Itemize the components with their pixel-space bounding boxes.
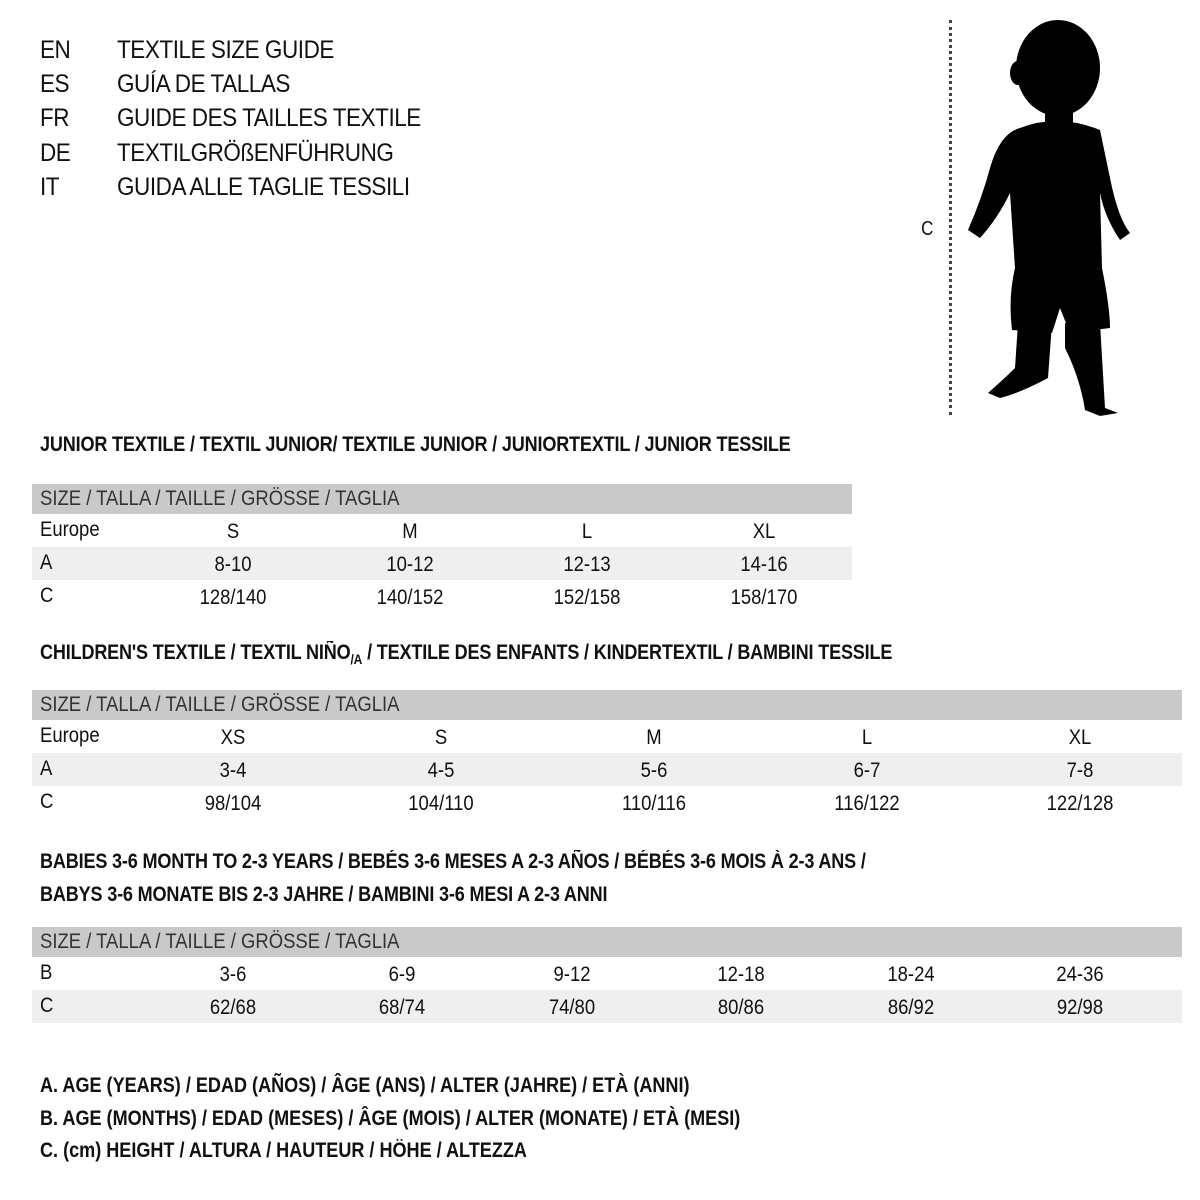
row-label: C xyxy=(40,994,54,1017)
table-cell: 152/158 xyxy=(553,586,621,609)
header-text: SIZE / TALLA / TAILLE / GRÖSSE / TAGLIA xyxy=(40,487,400,510)
lang-code: FR xyxy=(40,104,70,132)
table-cell: 12-13 xyxy=(563,553,611,576)
table-header: SIZE / TALLA / TAILLE / GRÖSSE / TAGLIA xyxy=(32,927,1182,957)
height-label: C xyxy=(921,218,934,240)
table-cell: 80/86 xyxy=(717,996,765,1019)
table-header: SIZE / TALLA / TAILLE / GRÖSSE / TAGLIA xyxy=(32,690,1182,720)
table-cell: M xyxy=(402,520,418,543)
table-cell: 8-10 xyxy=(214,553,252,576)
table-title: BABIES 3-6 MONTH TO 2-3 YEARS / BEBÉS 3-… xyxy=(40,850,866,873)
row-label: A xyxy=(40,551,53,574)
title-text: / TEXTILE DES ENFANTS / KINDERTEXTIL / B… xyxy=(362,641,893,664)
table-cell: 3-4 xyxy=(219,759,247,782)
lang-code: EN xyxy=(40,36,71,64)
table-cell: 6-9 xyxy=(388,963,416,986)
table-cell: XL xyxy=(1068,726,1092,749)
title-subscript: /A xyxy=(350,651,363,667)
title-text: CHILDREN'S TEXTILE / TEXTIL NIÑO xyxy=(40,641,351,664)
table-cell: 158/170 xyxy=(730,586,798,609)
table-header: SIZE / TALLA / TAILLE / GRÖSSE / TAGLIA xyxy=(32,484,852,514)
row-label: C xyxy=(40,790,54,813)
row-label: C xyxy=(40,584,54,607)
table-cell: 10-12 xyxy=(386,553,434,576)
table-cell: 5-6 xyxy=(640,759,668,782)
table-cell: M xyxy=(646,726,662,749)
lang-code: DE xyxy=(40,139,71,167)
table-cell: 74/80 xyxy=(548,996,596,1019)
table-cell: 9-12 xyxy=(553,963,591,986)
table-cell: L xyxy=(581,520,593,543)
table-row: C 128/140 140/152 152/158 158/170 xyxy=(32,580,852,613)
table-cell: 116/122 xyxy=(834,792,900,815)
table-cell: 12-18 xyxy=(717,963,765,986)
table-cell: 3-6 xyxy=(219,963,247,986)
table-cell: 86/92 xyxy=(887,996,935,1019)
table-cell: 98/104 xyxy=(204,792,262,815)
row-label: A xyxy=(40,757,53,780)
table-title: JUNIOR TEXTILE / TEXTIL JUNIOR/ TEXTILE … xyxy=(40,433,791,456)
lang-title: GUÍA DE TALLAS xyxy=(117,70,290,98)
table-cell: 110/116 xyxy=(621,792,687,815)
table-cell: 140/152 xyxy=(376,586,444,609)
size-table: SIZE / TALLA / TAILLE / GRÖSSE / TAGLIA E… xyxy=(32,690,1182,819)
table-cell: XS xyxy=(220,726,246,749)
lang-title: GUIDA ALLE TAGLIE TESSILI xyxy=(117,173,410,201)
table-title: BABYS 3-6 MONATE BIS 2-3 JAHRE / BAMBINI… xyxy=(40,883,608,906)
size-table: SIZE / TALLA / TAILLE / GRÖSSE / TAGLIA E… xyxy=(32,484,852,613)
lang-code: ES xyxy=(40,70,70,98)
row-label: Europe xyxy=(40,518,100,541)
table-cell: L xyxy=(861,726,873,749)
table-cell: 7-8 xyxy=(1066,759,1094,782)
row-label: B xyxy=(40,961,53,984)
child-silhouette-icon xyxy=(968,20,1130,416)
table-cell: 6-7 xyxy=(853,759,881,782)
table-cell: S xyxy=(434,726,448,749)
table-row: Europe S M L XL xyxy=(32,514,852,547)
table-cell: 18-24 xyxy=(887,963,935,986)
table-cell: S xyxy=(226,520,240,543)
legend-item-b: B. AGE (MONTHS) / EDAD (MESES) / ÂGE (MO… xyxy=(40,1107,741,1130)
row-label: Europe xyxy=(40,724,100,747)
table-row: Europe XS S M L XL xyxy=(32,720,1182,753)
table-cell: 14-16 xyxy=(740,553,788,576)
size-table: SIZE / TALLA / TAILLE / GRÖSSE / TAGLIA B… xyxy=(32,927,1182,1023)
table-cell: 4-5 xyxy=(427,759,455,782)
table-row: C 98/104 104/110 110/116 116/122 122/128 xyxy=(32,786,1182,819)
table-row: A 3-4 4-5 5-6 6-7 7-8 xyxy=(32,753,1182,786)
height-dotted-line xyxy=(949,20,952,415)
table-row: C 62/68 68/74 74/80 80/86 86/92 92/98 xyxy=(32,990,1182,1023)
lang-title: GUIDE DES TAILLES TEXTILE xyxy=(117,104,421,132)
lang-title: TEXTILGRÖßENFÜHRUNG xyxy=(117,139,394,167)
table-row: B 3-6 6-9 9-12 12-18 18-24 24-36 xyxy=(32,957,1182,990)
table-title: CHILDREN'S TEXTILE / TEXTIL NIÑO/A / TEX… xyxy=(40,640,892,672)
table-cell: 68/74 xyxy=(378,996,426,1019)
legend-item-c: C. (cm) HEIGHT / ALTURA / HAUTEUR / HÖHE… xyxy=(40,1139,527,1162)
table-cell: 104/110 xyxy=(408,792,474,815)
table-cell: 92/98 xyxy=(1056,996,1104,1019)
legend-item-a: A. AGE (YEARS) / EDAD (AÑOS) / ÂGE (ANS)… xyxy=(40,1074,690,1097)
header-text: SIZE / TALLA / TAILLE / GRÖSSE / TAGLIA xyxy=(40,693,400,716)
table-cell: 128/140 xyxy=(199,586,267,609)
table-cell: XL xyxy=(752,520,776,543)
lang-code: IT xyxy=(40,173,60,201)
table-cell: 24-36 xyxy=(1056,963,1104,986)
table-cell: 62/68 xyxy=(209,996,257,1019)
table-cell: 122/128 xyxy=(1046,792,1114,815)
lang-title: TEXTILE SIZE GUIDE xyxy=(117,36,334,64)
header-text: SIZE / TALLA / TAILLE / GRÖSSE / TAGLIA xyxy=(40,930,400,953)
table-row: A 8-10 10-12 12-13 14-16 xyxy=(32,547,852,580)
